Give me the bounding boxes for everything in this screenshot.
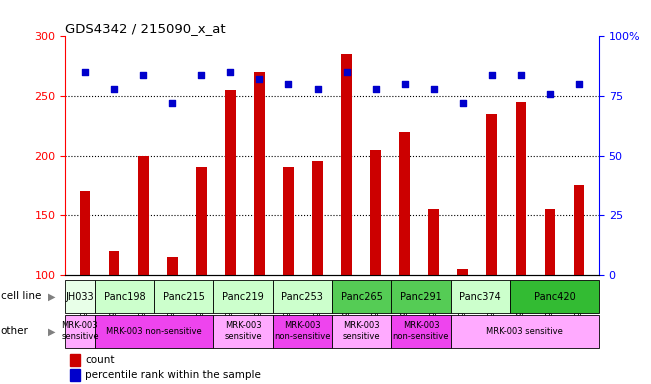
Bar (370, 150, 381, 275)
Text: percentile rank within the sample: percentile rank within the sample (85, 370, 261, 381)
Text: MRK-003 sensitive: MRK-003 sensitive (486, 327, 563, 336)
Point (138, 71, 148, 78)
Point (312, 86, 323, 92)
Text: ▶: ▶ (48, 291, 56, 301)
Bar (391, 315, 450, 348)
Point (341, 69, 352, 75)
Bar (80, 191, 90, 275)
Bar (574, 185, 584, 275)
Bar (544, 209, 555, 275)
Text: GDS4342 / 215090_x_at: GDS4342 / 215090_x_at (65, 22, 226, 35)
Bar (400, 132, 409, 275)
Bar (225, 90, 236, 275)
Text: MRK-003
sensitive: MRK-003 sensitive (343, 321, 380, 341)
Text: MRK-003
non-sensitive: MRK-003 non-sensitive (393, 321, 449, 341)
Bar (428, 209, 439, 275)
Point (516, 71, 526, 78)
Point (225, 69, 236, 75)
Bar (154, 280, 214, 313)
Point (167, 100, 178, 106)
Bar (65, 280, 95, 313)
Bar (391, 280, 450, 313)
Point (255, 76, 265, 83)
Text: Panc253: Panc253 (281, 291, 324, 302)
Bar (95, 280, 154, 313)
Text: Panc215: Panc215 (163, 291, 204, 302)
Bar (214, 315, 273, 348)
Bar (273, 315, 332, 348)
Point (283, 81, 294, 87)
Text: Panc374: Panc374 (460, 291, 501, 302)
Bar (486, 114, 497, 275)
Point (458, 100, 468, 106)
Text: Panc291: Panc291 (400, 291, 442, 302)
Bar (450, 280, 510, 313)
Bar (167, 257, 178, 275)
Point (370, 86, 381, 92)
Bar (458, 269, 467, 275)
Bar (70, 369, 80, 381)
Bar (516, 102, 525, 275)
Point (109, 86, 120, 92)
Bar (332, 315, 391, 348)
Text: Panc198: Panc198 (104, 291, 145, 302)
Text: MRK-003 non-sensitive: MRK-003 non-sensitive (106, 327, 202, 336)
Bar (332, 280, 391, 313)
Bar (450, 315, 599, 348)
Text: ▶: ▶ (48, 326, 56, 336)
Bar (70, 354, 80, 366)
Point (399, 81, 409, 87)
Bar (95, 315, 214, 348)
Text: JH033: JH033 (66, 291, 94, 302)
Bar (255, 72, 264, 275)
Bar (341, 55, 352, 275)
Point (574, 81, 584, 87)
Point (80, 69, 90, 75)
Bar (273, 280, 332, 313)
Bar (139, 156, 148, 275)
Text: Panc219: Panc219 (222, 291, 264, 302)
Bar (283, 167, 294, 275)
Point (486, 71, 497, 78)
Text: MRK-003
non-sensitive: MRK-003 non-sensitive (274, 321, 331, 341)
Bar (510, 280, 599, 313)
Bar (214, 280, 273, 313)
Text: Panc265: Panc265 (340, 291, 383, 302)
Text: other: other (1, 326, 29, 336)
Point (196, 71, 206, 78)
Text: MRK-003
sensitive: MRK-003 sensitive (61, 321, 99, 341)
Point (428, 86, 439, 92)
Point (544, 91, 555, 97)
Text: Panc420: Panc420 (534, 291, 575, 302)
Text: count: count (85, 355, 115, 365)
Text: cell line: cell line (1, 291, 41, 301)
Bar (109, 251, 120, 275)
Text: MRK-003
sensitive: MRK-003 sensitive (224, 321, 262, 341)
Bar (312, 162, 323, 275)
Bar (65, 315, 95, 348)
Bar (197, 167, 206, 275)
